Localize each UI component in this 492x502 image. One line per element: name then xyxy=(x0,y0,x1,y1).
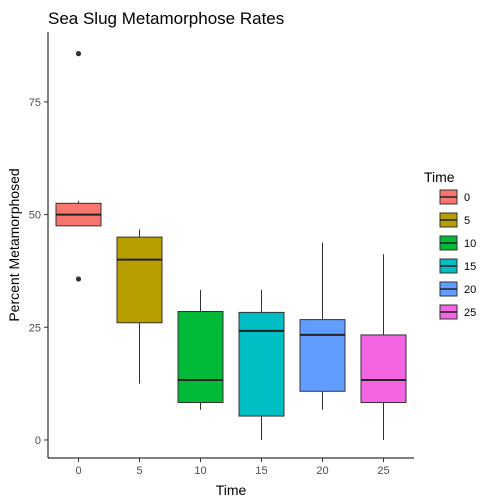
box-group-10 xyxy=(177,289,224,410)
legend-items: 0 5 10 15 20 25 xyxy=(439,189,476,320)
box-group-15 xyxy=(238,289,285,440)
box xyxy=(299,319,346,392)
legend-label: 15 xyxy=(464,261,476,273)
y-tick-label: 75 xyxy=(29,97,41,109)
outlier-point xyxy=(75,276,82,282)
box-group-25 xyxy=(360,254,407,440)
legend-label: 10 xyxy=(464,238,476,250)
y-tick-label: 50 xyxy=(29,210,41,222)
box-group-20 xyxy=(299,242,346,410)
legend-label: 25 xyxy=(464,307,476,319)
legend-label: 20 xyxy=(464,284,476,296)
box-group-5 xyxy=(116,229,163,384)
y-tick-label: 25 xyxy=(29,322,41,334)
legend-item-5: 5 xyxy=(439,212,470,228)
x-ticks: 0 5 10 15 20 25 xyxy=(75,458,390,477)
boxes-layer xyxy=(55,51,407,440)
x-tick-label: 15 xyxy=(255,465,267,477)
legend-label: 0 xyxy=(464,192,470,204)
y-ticks: 0 25 50 75 xyxy=(29,97,48,447)
box xyxy=(116,236,163,324)
outlier-point xyxy=(75,51,82,57)
x-tick-label: 25 xyxy=(377,465,389,477)
legend-item-0: 0 xyxy=(439,189,470,205)
x-axis-title: Time xyxy=(216,482,247,498)
x-tick-label: 0 xyxy=(75,465,81,477)
legend-item-20: 20 xyxy=(439,281,476,297)
box xyxy=(177,310,224,404)
y-tick-label: 0 xyxy=(35,435,41,447)
legend-item-15: 15 xyxy=(439,258,476,274)
box xyxy=(238,311,285,417)
box-group-0 xyxy=(55,51,102,282)
legend-label: 5 xyxy=(464,215,470,227)
y-axis-title: Percent Metamorphosed xyxy=(6,168,22,321)
legend-item-25: 25 xyxy=(439,304,476,320)
legend: Time 0 5 10 15 20 25 xyxy=(424,169,476,320)
x-tick-label: 10 xyxy=(194,465,206,477)
legend-title: Time xyxy=(424,169,455,185)
x-tick-label: 5 xyxy=(136,465,142,477)
box xyxy=(360,334,407,404)
legend-item-10: 10 xyxy=(439,235,476,251)
x-tick-label: 20 xyxy=(316,465,328,477)
chart-title: Sea Slug Metamorphose Rates xyxy=(48,9,284,28)
